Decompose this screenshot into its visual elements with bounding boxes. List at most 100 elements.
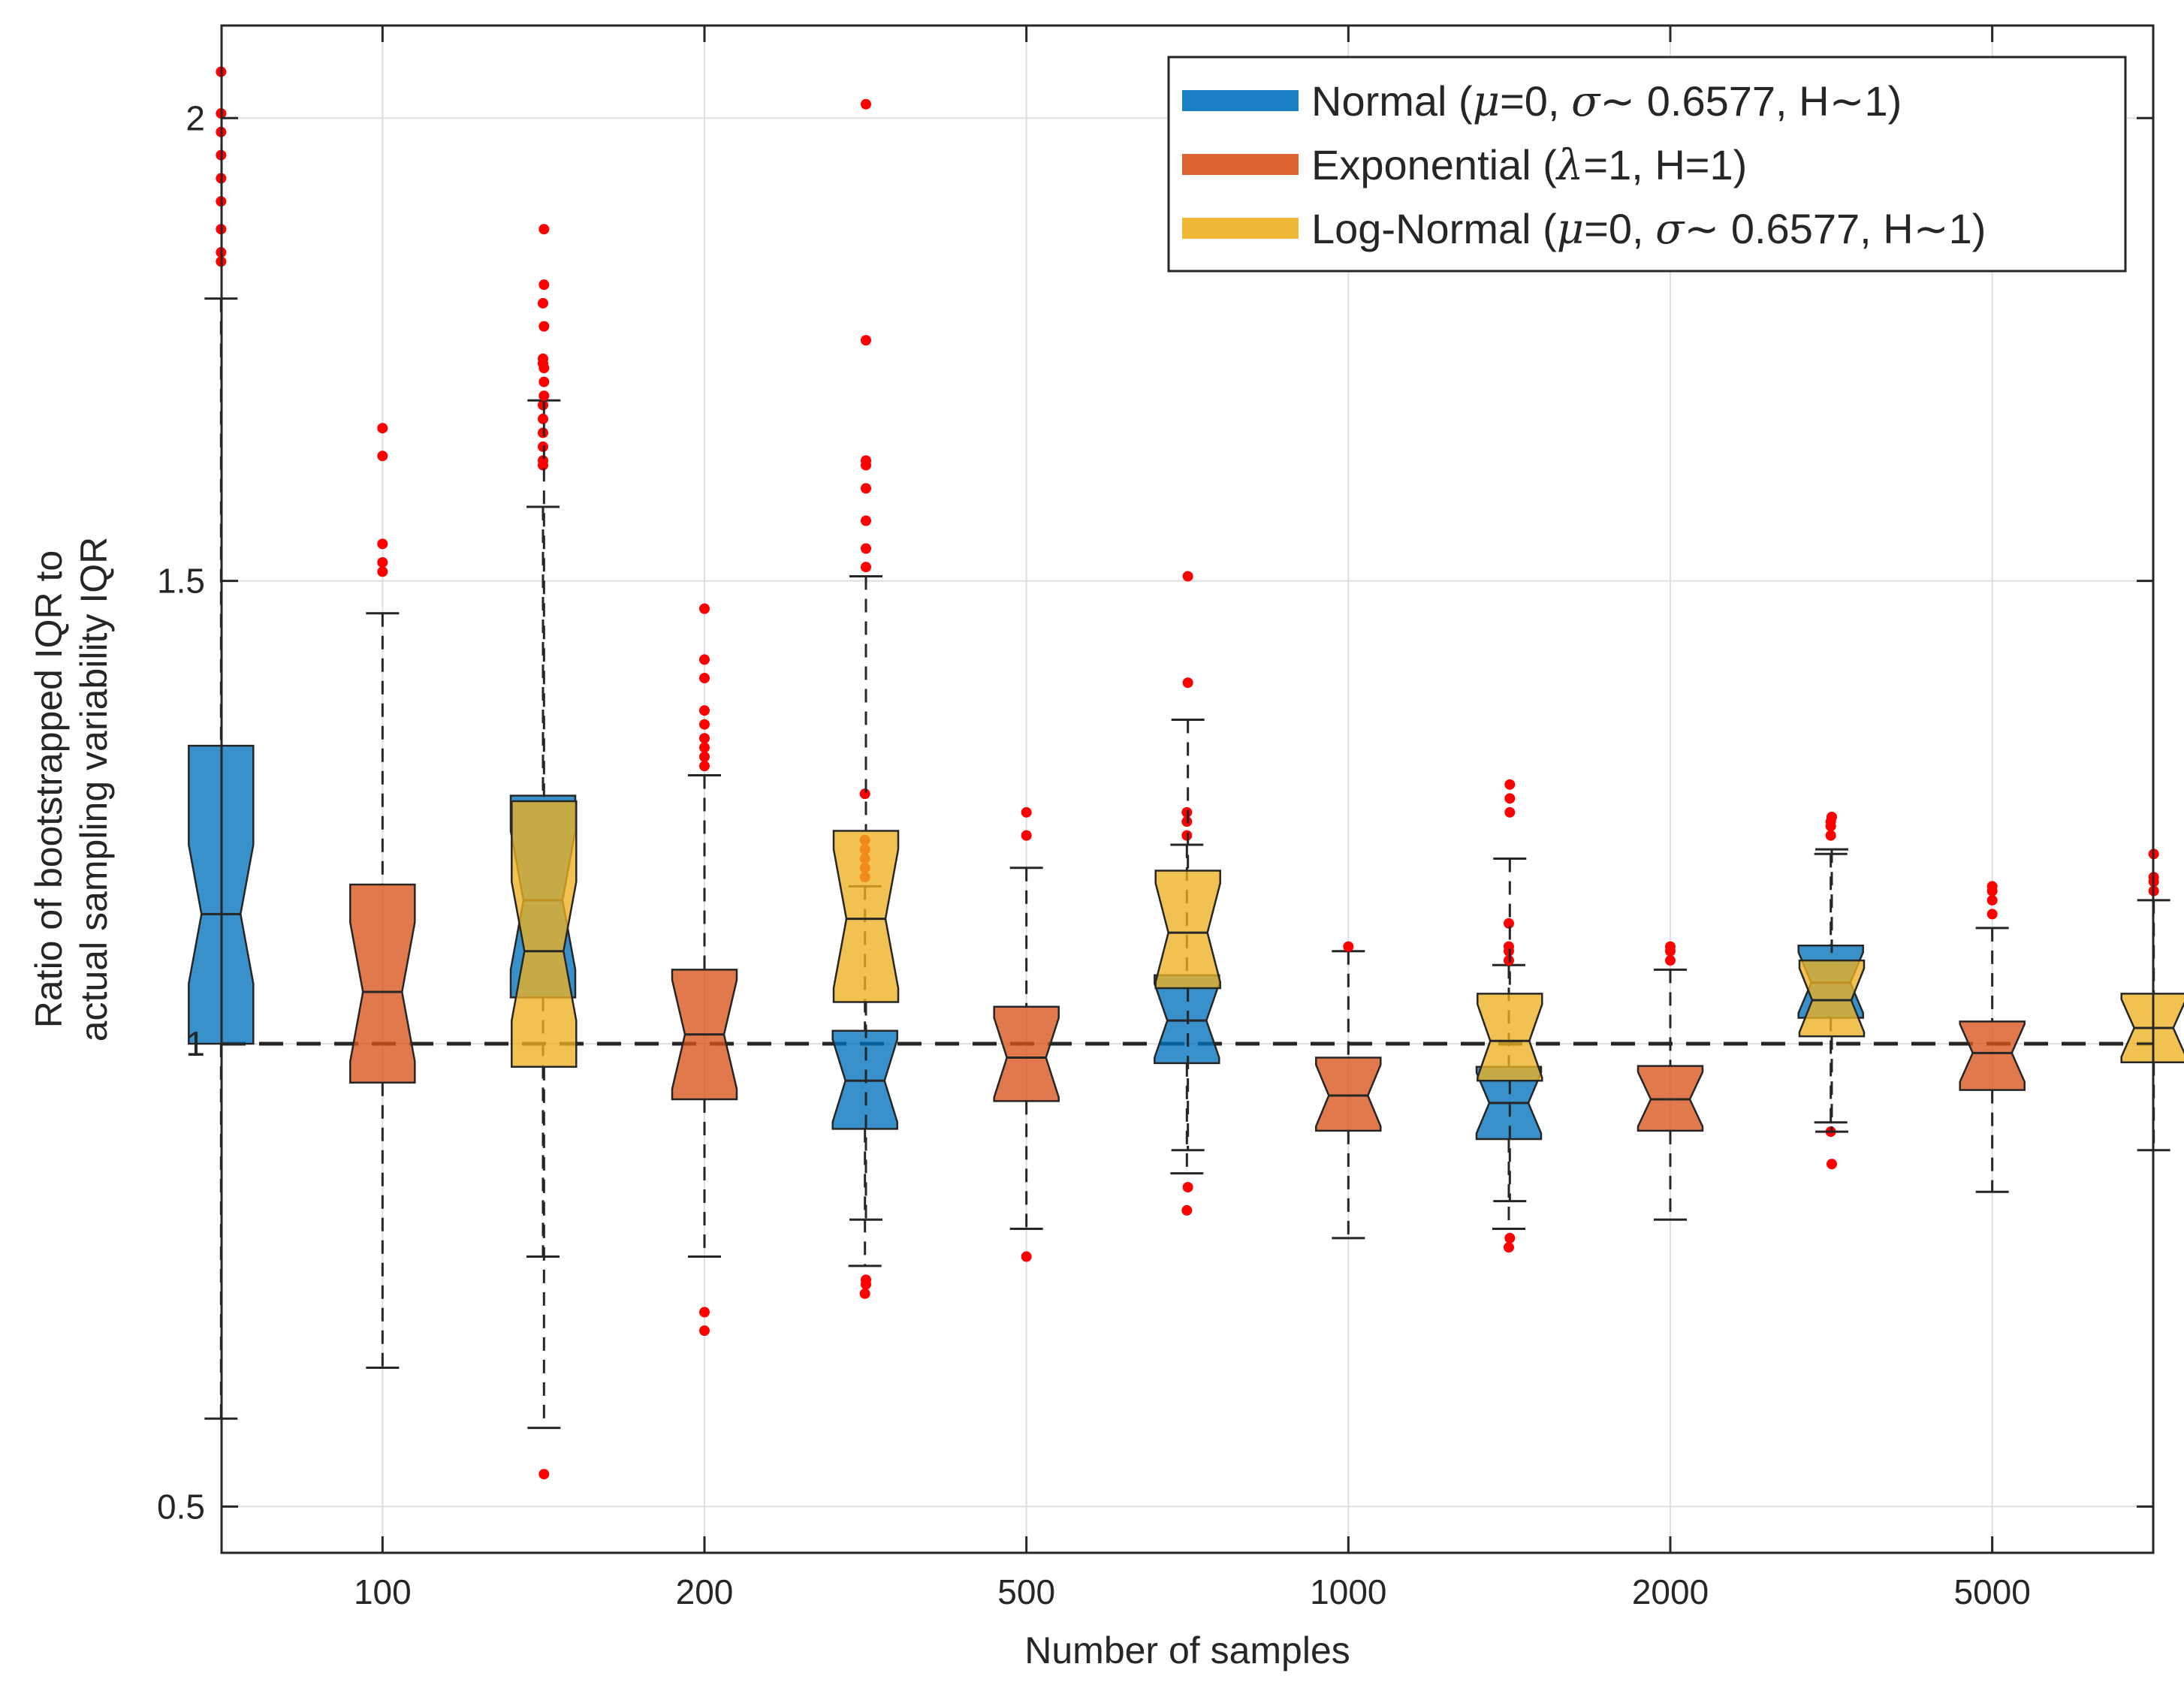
outlier-point (1182, 677, 1193, 689)
legend-greek-symbol: μ (1557, 205, 1584, 254)
legend-greek-symbol: σ (1571, 77, 1601, 126)
outlier-point (861, 515, 871, 526)
outlier-point (861, 1274, 871, 1286)
x-tick-label: 500 (997, 1572, 1055, 1611)
outlier-point (1182, 571, 1193, 582)
outlier-point (538, 413, 548, 424)
plot-area-frame (220, 24, 2155, 1554)
outlier-point (1021, 830, 1032, 841)
outlier-point (1665, 955, 1676, 966)
outlier-point (861, 483, 871, 494)
normal-legend-label: Normal (μ=0, σ∼ 0.6577, H∼1) (1311, 77, 1902, 126)
lognormal-legend-label: Log-Normal (μ=0, σ∼ 0.6577, H∼1) (1311, 205, 1986, 254)
legend-label-part: ∼ 0.6577, H∼1) (1600, 77, 1902, 125)
notched-box (1154, 870, 1221, 990)
outlier-point (1504, 918, 1514, 929)
outlier-point (377, 423, 388, 434)
outlier-point (861, 543, 871, 554)
exponential-box-5000 (1959, 881, 2026, 1193)
legend-label-part: Normal ( (1311, 77, 1473, 125)
outlier-point (538, 321, 550, 332)
outlier-point (699, 654, 710, 665)
legend-label-part: =0, (1584, 205, 1655, 252)
notched-box (1959, 1020, 2026, 1091)
outlier-point (538, 279, 550, 291)
legend-box (1167, 56, 2127, 273)
outlier-point (1825, 830, 1836, 841)
outlier-point (1181, 1204, 1193, 1216)
outlier-point (1504, 806, 1516, 818)
legend-greek-symbol: σ (1655, 205, 1685, 254)
outlier-point (1504, 1242, 1514, 1253)
outlier-point (538, 376, 550, 387)
notched-box (832, 830, 900, 1003)
lognormal-box-2000 (1798, 811, 1866, 1170)
outlier-point (1504, 779, 1516, 790)
outlier-point (699, 751, 710, 762)
y-axis-label-line-2: actual sampling variability IQR (73, 537, 115, 1042)
normal-legend-swatch (1182, 90, 1299, 111)
outlier-point (538, 1469, 550, 1480)
outlier-point (1504, 1232, 1516, 1243)
outlier-point (859, 788, 870, 800)
notched-box (511, 800, 578, 1069)
legend: Normal (μ=0, σ∼ 0.6577, H∼1)Exponential … (1167, 56, 2127, 273)
legend-greek-symbol: λ (1555, 141, 1584, 190)
legend-label-part: Exponential ( (1311, 141, 1557, 188)
outlier-point (1343, 941, 1354, 952)
y-tick-label: 2 (186, 98, 205, 137)
legend-label-part: =1, H=1) (1583, 141, 1747, 188)
exponential-box-200 (671, 603, 738, 1337)
x-tick-label: 1000 (1310, 1572, 1386, 1611)
outlier-point (1504, 793, 1516, 804)
lognormal-box-1000 (1477, 779, 1543, 1243)
notched-box (1477, 993, 1543, 1082)
outlier-point (699, 603, 710, 614)
outlier-point (1504, 941, 1514, 952)
ticks: 100 200 500 1000 2000 5000 0.5 1 1.5 2 (157, 26, 2153, 1611)
y-axis-label: Ratio of bootstrapped IQR to actual samp… (28, 537, 115, 1042)
outlier-point (1986, 881, 1998, 892)
outlier-point (538, 390, 550, 402)
legend-label-part: =0, (1500, 77, 1571, 125)
outlier-point (699, 742, 710, 753)
exponential-box-100 (349, 423, 416, 1369)
notched-box (1798, 959, 1866, 1038)
lognormal-box-100 (511, 224, 578, 1480)
outlier-point (859, 1288, 870, 1299)
x-tick-label: 100 (354, 1572, 412, 1611)
x-axis-label: Number of samples (1024, 1629, 1350, 1671)
outlier-point (538, 363, 550, 374)
outlier-point (377, 451, 388, 462)
outlier-point (1021, 1251, 1032, 1262)
y-axis-label-line-1: Ratio of bootstrapped IQR to (28, 550, 70, 1028)
outlier-point (1986, 894, 1998, 906)
notched-box (1315, 1056, 1382, 1132)
notched-box (993, 1005, 1060, 1102)
outlier-point (377, 566, 388, 577)
outlier-point (861, 455, 871, 466)
outlier-point (699, 1325, 710, 1337)
x-tick-label: 2000 (1632, 1572, 1709, 1611)
lognormal-box-500 (1154, 571, 1221, 1193)
outlier-point (377, 556, 388, 568)
outlier-point (699, 733, 710, 744)
legend-label-part: ∼ 0.6577, H∼1) (1684, 205, 1986, 252)
outlier-point (538, 297, 548, 309)
outlier-point (861, 98, 871, 110)
exponential-box-2000 (1636, 941, 1704, 1221)
outlier-point (1827, 811, 1837, 822)
y-tick-label: 0.5 (157, 1487, 205, 1526)
x-tick-label: 5000 (1953, 1572, 2030, 1611)
exponential-box-1000 (1315, 941, 1382, 1240)
outlier-point (1665, 941, 1676, 952)
exponential-legend-label: Exponential (λ=1, H=1) (1311, 141, 1747, 190)
outlier-point (538, 353, 548, 364)
exponential-legend-swatch (1182, 154, 1299, 175)
y-tick-label: 1 (186, 1024, 205, 1063)
x-tick-label: 200 (676, 1572, 734, 1611)
outlier-point (699, 761, 710, 772)
outlier-point (1182, 1182, 1193, 1193)
outlier-point (861, 562, 871, 573)
